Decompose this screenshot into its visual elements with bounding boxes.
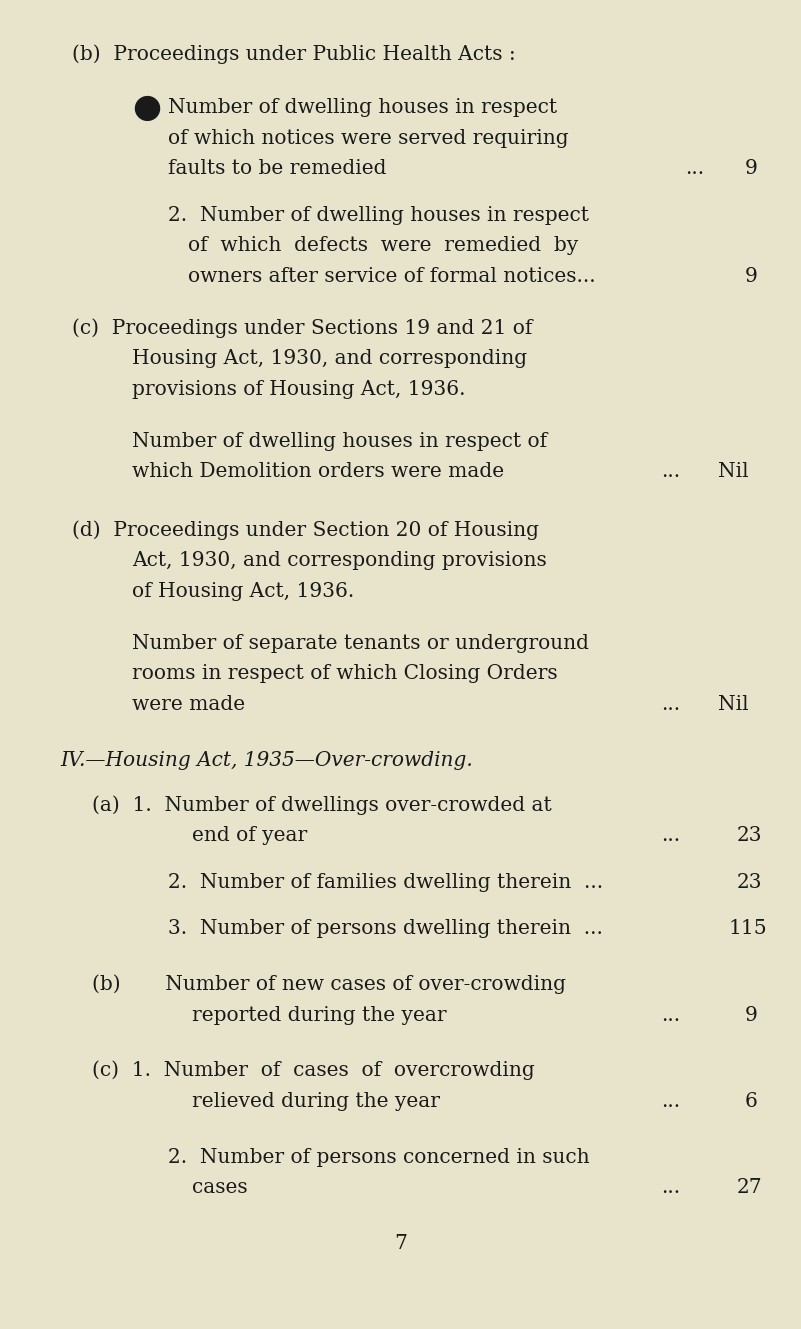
Text: 23: 23 xyxy=(737,827,763,845)
Text: cases: cases xyxy=(192,1179,248,1197)
Text: Housing Act, 1930, and corresponding: Housing Act, 1930, and corresponding xyxy=(132,350,527,368)
Text: faults to be remedied: faults to be remedied xyxy=(168,159,387,178)
Text: 23: 23 xyxy=(737,873,763,892)
Text: ...: ... xyxy=(661,827,680,845)
Text: Act, 1930, and corresponding provisions: Act, 1930, and corresponding provisions xyxy=(132,552,547,570)
Text: ...: ... xyxy=(661,1092,680,1111)
Text: end of year: end of year xyxy=(192,827,308,845)
Text: ...: ... xyxy=(661,1179,680,1197)
Text: ...: ... xyxy=(661,1006,680,1025)
Text: rooms in respect of which Closing Orders: rooms in respect of which Closing Orders xyxy=(132,664,557,683)
Text: (b)  Proceedings under Public Health Acts :: (b) Proceedings under Public Health Acts… xyxy=(72,44,516,64)
Text: 2.  Number of dwelling houses in respect: 2. Number of dwelling houses in respect xyxy=(168,206,590,225)
Text: of Housing Act, 1936.: of Housing Act, 1936. xyxy=(132,582,354,601)
Text: Number of dwelling houses in respect of: Number of dwelling houses in respect of xyxy=(132,432,547,451)
Text: relieved during the year: relieved during the year xyxy=(192,1092,441,1111)
Text: Nil: Nil xyxy=(718,695,748,714)
Text: owners after service of formal notices...: owners after service of formal notices..… xyxy=(188,267,596,286)
Text: ...: ... xyxy=(661,695,680,714)
Text: IV.—Housing Act, 1935—Over-crowding.: IV.—Housing Act, 1935—Over-crowding. xyxy=(60,751,473,769)
Text: Number of separate tenants or underground: Number of separate tenants or undergroun… xyxy=(132,634,590,653)
Text: of which notices were served requiring: of which notices were served requiring xyxy=(168,129,569,148)
Text: reported during the year: reported during the year xyxy=(192,1006,447,1025)
Text: (c)  1.  Number  of  cases  of  overcrowding: (c) 1. Number of cases of overcrowding xyxy=(92,1061,535,1080)
Text: 9: 9 xyxy=(745,267,758,286)
Text: of  which  defects  were  remedied  by: of which defects were remedied by xyxy=(188,237,578,255)
Text: (a)  1.  Number of dwellings over-crowded at: (a) 1. Number of dwellings over-crowded … xyxy=(92,795,552,815)
Text: 6: 6 xyxy=(745,1092,758,1111)
Text: 9: 9 xyxy=(745,159,758,178)
Text: 2.  Number of persons concerned in such: 2. Number of persons concerned in such xyxy=(168,1148,590,1167)
Text: ...: ... xyxy=(661,462,680,481)
Text: which Demolition orders were made: which Demolition orders were made xyxy=(132,462,505,481)
Text: ●: ● xyxy=(132,92,161,124)
Text: 3.  Number of persons dwelling therein  ...: 3. Number of persons dwelling therein ..… xyxy=(168,920,603,938)
Text: 115: 115 xyxy=(729,920,767,938)
Text: 7: 7 xyxy=(394,1235,407,1253)
Text: were made: were made xyxy=(132,695,245,714)
Text: 9: 9 xyxy=(745,1006,758,1025)
Text: Number of dwelling houses in respect: Number of dwelling houses in respect xyxy=(168,98,557,117)
Text: (d)  Proceedings under Section 20 of Housing: (d) Proceedings under Section 20 of Hous… xyxy=(72,520,539,540)
Text: provisions of Housing Act, 1936.: provisions of Housing Act, 1936. xyxy=(132,380,465,399)
Text: Nil: Nil xyxy=(718,462,748,481)
Text: (b)       Number of new cases of over-crowding: (b) Number of new cases of over-crowding xyxy=(92,974,566,994)
Text: 27: 27 xyxy=(737,1179,763,1197)
Text: 2.  Number of families dwelling therein  ...: 2. Number of families dwelling therein .… xyxy=(168,873,603,892)
Text: (c)  Proceedings under Sections 19 and 21 of: (c) Proceedings under Sections 19 and 21… xyxy=(72,318,533,338)
Text: ...: ... xyxy=(685,159,704,178)
